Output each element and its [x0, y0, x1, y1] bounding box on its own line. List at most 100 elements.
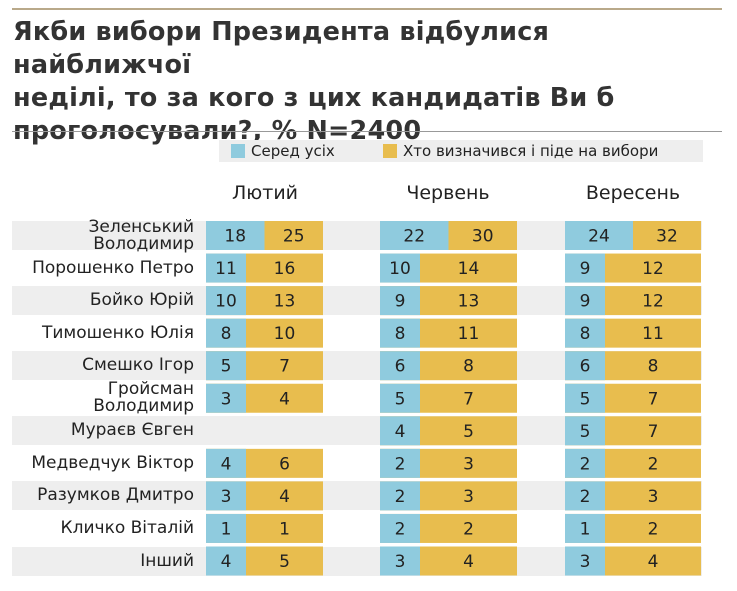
- value-label-all: 4: [221, 552, 232, 572]
- value-label-decided: 12: [642, 259, 664, 279]
- bar-all: [206, 383, 246, 413]
- bar-all: [565, 351, 605, 381]
- value-label-all: 22: [403, 227, 425, 247]
- value-label-all: 10: [215, 292, 237, 312]
- chart-title: Якби вибори Президента відбулися найближ…: [13, 17, 615, 146]
- value-label-all: 2: [580, 487, 591, 507]
- candidate-name: Разумков Дмитро: [37, 485, 194, 506]
- value-label-all: 5: [221, 357, 232, 377]
- bar-all: [380, 481, 420, 511]
- value-label-decided: 4: [648, 552, 659, 572]
- title-divider: [12, 131, 722, 132]
- value-label-all: 2: [395, 487, 406, 507]
- value-label-decided: 11: [458, 324, 480, 344]
- value-label-all: 11: [215, 259, 237, 279]
- bar-all: [565, 513, 605, 543]
- legend: Серед усіх Хто визначився і піде на вибо…: [219, 140, 703, 162]
- bar-all: [206, 351, 246, 381]
- candidate-name: Смешко Ігор: [82, 355, 194, 376]
- candidate-name: Зеленський Володимир: [88, 216, 194, 254]
- bar-all: [206, 448, 246, 478]
- value-label-decided: 16: [274, 259, 296, 279]
- value-label-decided: 1: [279, 519, 290, 539]
- value-label-all: 2: [580, 454, 591, 474]
- bar-all: [380, 286, 420, 316]
- bar-all: [565, 221, 633, 250]
- bar-all: [380, 546, 420, 576]
- value-label-all: 2: [395, 519, 406, 539]
- value-label-all: 3: [395, 552, 406, 572]
- value-label-decided: 6: [279, 454, 290, 474]
- value-label-all: 1: [221, 519, 232, 539]
- bar-all: [565, 286, 605, 316]
- candidate-name: Медведчук Віктор: [31, 452, 194, 473]
- candidate-name: Порошенко Петро: [32, 257, 194, 278]
- value-label-all: 5: [580, 422, 591, 442]
- value-label-decided: 2: [648, 519, 659, 539]
- bar-all: [380, 221, 449, 250]
- bar-all: [380, 383, 420, 413]
- bar-all: [206, 481, 246, 511]
- value-label-decided: 7: [463, 389, 474, 409]
- value-label-decided: 4: [463, 552, 474, 572]
- value-label-decided: 12: [642, 292, 664, 312]
- value-label-all: 3: [221, 389, 232, 409]
- legend-swatch-decided: [383, 144, 397, 158]
- top-rule: [12, 8, 722, 10]
- value-label-all: 1: [580, 519, 591, 539]
- value-label-decided: 32: [656, 227, 678, 247]
- candidate-name: Інший: [140, 550, 194, 571]
- candidate-name: Тимошенко Юлія: [41, 322, 194, 343]
- candidate-name: Мураєв Євген: [70, 420, 194, 441]
- value-label-decided: 3: [463, 454, 474, 474]
- bar-all: [565, 383, 605, 413]
- value-label-all: 5: [395, 389, 406, 409]
- value-label-decided: 7: [279, 357, 290, 377]
- bar-all: [206, 286, 246, 316]
- value-label-decided: 11: [642, 324, 664, 344]
- value-label-all: 24: [588, 227, 610, 247]
- value-label-decided: 5: [279, 552, 290, 572]
- bar-all: [565, 546, 605, 576]
- bar-all: [380, 448, 420, 478]
- value-label-decided: 25: [283, 227, 305, 247]
- bar-all: [380, 351, 420, 381]
- value-label-all: 5: [580, 389, 591, 409]
- value-label-decided: 8: [648, 357, 659, 377]
- bar-all: [565, 318, 605, 348]
- value-label-all: 9: [395, 292, 406, 312]
- value-label-decided: 10: [274, 324, 296, 344]
- value-label-decided: 2: [463, 519, 474, 539]
- value-label-decided: 2: [648, 454, 659, 474]
- value-label-decided: 4: [279, 389, 290, 409]
- bar-all: [206, 221, 265, 250]
- value-label-all: 6: [580, 357, 591, 377]
- bar-all: [565, 481, 605, 511]
- bar-all: [565, 448, 605, 478]
- candidate-name: Кличко Віталій: [60, 517, 194, 538]
- month-label-jun: Червень: [406, 182, 490, 204]
- value-label-all: 8: [221, 324, 232, 344]
- value-label-decided: 13: [458, 292, 480, 312]
- bar-all: [206, 253, 246, 283]
- value-label-decided: 30: [472, 227, 494, 247]
- value-label-decided: 5: [463, 422, 474, 442]
- value-label-all: 3: [221, 487, 232, 507]
- bar-all: [380, 416, 420, 446]
- candidate-name: Гройсман Володимир: [93, 379, 194, 417]
- value-label-decided: 14: [458, 259, 480, 279]
- value-label-all: 6: [395, 357, 406, 377]
- legend-label-decided: Хто визначився і піде на вибори: [403, 142, 659, 160]
- value-label-decided: 8: [463, 357, 474, 377]
- candidate-name: Бойко Юрій: [89, 290, 194, 311]
- bar-all: [380, 318, 420, 348]
- value-label-decided: 7: [648, 389, 659, 409]
- bar-all: [380, 513, 420, 543]
- value-label-decided: 7: [648, 422, 659, 442]
- value-label-decided: 4: [279, 487, 290, 507]
- legend-item-decided: Хто визначився і піде на вибори: [383, 142, 658, 160]
- value-label-all: 3: [580, 552, 591, 572]
- legend-label-all: Серед усіх: [251, 142, 335, 160]
- value-label-all: 2: [395, 454, 406, 474]
